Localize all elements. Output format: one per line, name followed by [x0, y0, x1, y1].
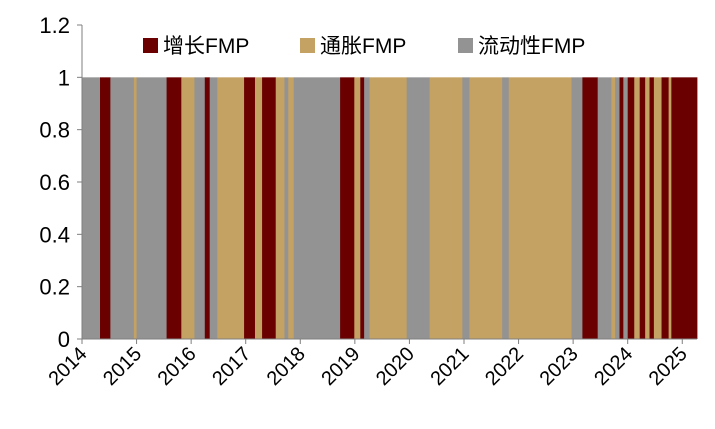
x-tick-label: 2016 — [154, 343, 201, 390]
regime-bar-growth — [619, 77, 624, 339]
legend-label-liquidity: 流动性FMP — [478, 35, 585, 58]
y-tick-label: 0.6 — [39, 170, 70, 195]
x-tick-label: 2014 — [45, 343, 92, 390]
regime-bar-growth — [244, 77, 256, 339]
x-tick-label: 2022 — [481, 343, 528, 390]
regime-bar-liquidity — [364, 77, 370, 339]
regime-bar-growth — [204, 77, 211, 339]
regime-bar-inflation — [634, 77, 641, 339]
regime-bar-inflation — [254, 77, 263, 339]
legend: 增长FMP 通胀FMP 流动性FMP — [143, 35, 585, 58]
x-tick-label: 2023 — [536, 343, 583, 390]
regime-bar-growth — [100, 77, 111, 339]
y-tick-label: 0.8 — [39, 118, 70, 143]
regime-bar-inflation — [611, 77, 616, 339]
x-tick-label: 2019 — [317, 343, 364, 390]
regime-bar-inflation — [288, 77, 295, 339]
legend-swatch-growth — [143, 38, 158, 53]
x-tick-label: 2020 — [372, 343, 419, 390]
y-tick-label: 1.2 — [39, 13, 70, 38]
x-tick-label: 2017 — [208, 343, 255, 390]
y-tick-label: 0.2 — [39, 275, 70, 300]
regime-bar-inflation — [645, 77, 650, 339]
legend-label-inflation: 通胀FMP — [320, 35, 406, 58]
regime-bar-liquidity — [597, 77, 612, 339]
regime-bar-liquidity — [136, 77, 167, 339]
x-tick-label: 2021 — [427, 343, 474, 390]
regime-bar-growth — [627, 77, 635, 339]
regime-bar-liquidity — [615, 77, 620, 339]
regime-bar-liquidity — [82, 77, 101, 339]
regime-bar-growth — [262, 77, 277, 339]
regime-bar-liquidity — [293, 77, 341, 339]
regime-bar-growth — [360, 77, 365, 339]
regime-bar-liquidity — [209, 77, 218, 339]
regime-bars — [82, 77, 698, 339]
y-tick-label: 0.4 — [39, 222, 70, 247]
regime-bar-inflation — [653, 77, 662, 339]
regime-bar-inflation — [508, 77, 572, 339]
x-tick-label: 2025 — [645, 343, 692, 390]
x-tick-labels: 2014 2015 2016 2017 2018 2019 2020 2021 2022 2023… — [45, 343, 692, 390]
legend-label-growth: 增长FMP — [163, 35, 249, 58]
regime-bar-inflation — [469, 77, 503, 339]
legend-swatch-liquidity — [458, 38, 473, 53]
axes — [77, 24, 697, 344]
y-tick-labels: 0 0.2 0.4 0.6 0.8 1 1.2 — [39, 13, 70, 352]
regime-bar-growth — [166, 77, 182, 339]
regime-bar-liquidity — [462, 77, 470, 339]
regime-bar-growth — [340, 77, 355, 339]
regime-bar-inflation — [369, 77, 408, 339]
x-tick-label: 2024 — [590, 343, 637, 390]
regime-bar-inflation — [354, 77, 361, 339]
regime-bar-inflation — [133, 77, 137, 339]
regime-bar-growth — [671, 77, 698, 339]
x-tick-label: 2015 — [99, 343, 146, 390]
regime-bar-liquidity — [623, 77, 629, 339]
regime-bar-growth — [639, 77, 646, 339]
y-tick-label: 1 — [58, 65, 70, 90]
regime-bar-inflation — [217, 77, 245, 339]
regime-bar-inflation — [181, 77, 195, 339]
regime-bar-growth — [661, 77, 670, 339]
regime-bar-liquidity — [406, 77, 431, 339]
regime-bar-inflation — [429, 77, 463, 339]
regime-bar-liquidity — [284, 77, 289, 339]
regime-bar-liquidity — [502, 77, 510, 339]
legend-swatch-inflation — [300, 38, 315, 53]
y-tick-label: 0 — [58, 327, 70, 352]
regime-bar-inflation — [668, 77, 672, 339]
regime-bar-liquidity — [571, 77, 583, 339]
regime-bar-inflation — [275, 77, 285, 339]
x-tick-label: 2018 — [263, 343, 310, 390]
regime-bar-growth — [582, 77, 599, 339]
regime-bar-growth — [649, 77, 655, 339]
regime-bar-liquidity — [194, 77, 206, 339]
regime-bar-liquidity — [110, 77, 135, 339]
